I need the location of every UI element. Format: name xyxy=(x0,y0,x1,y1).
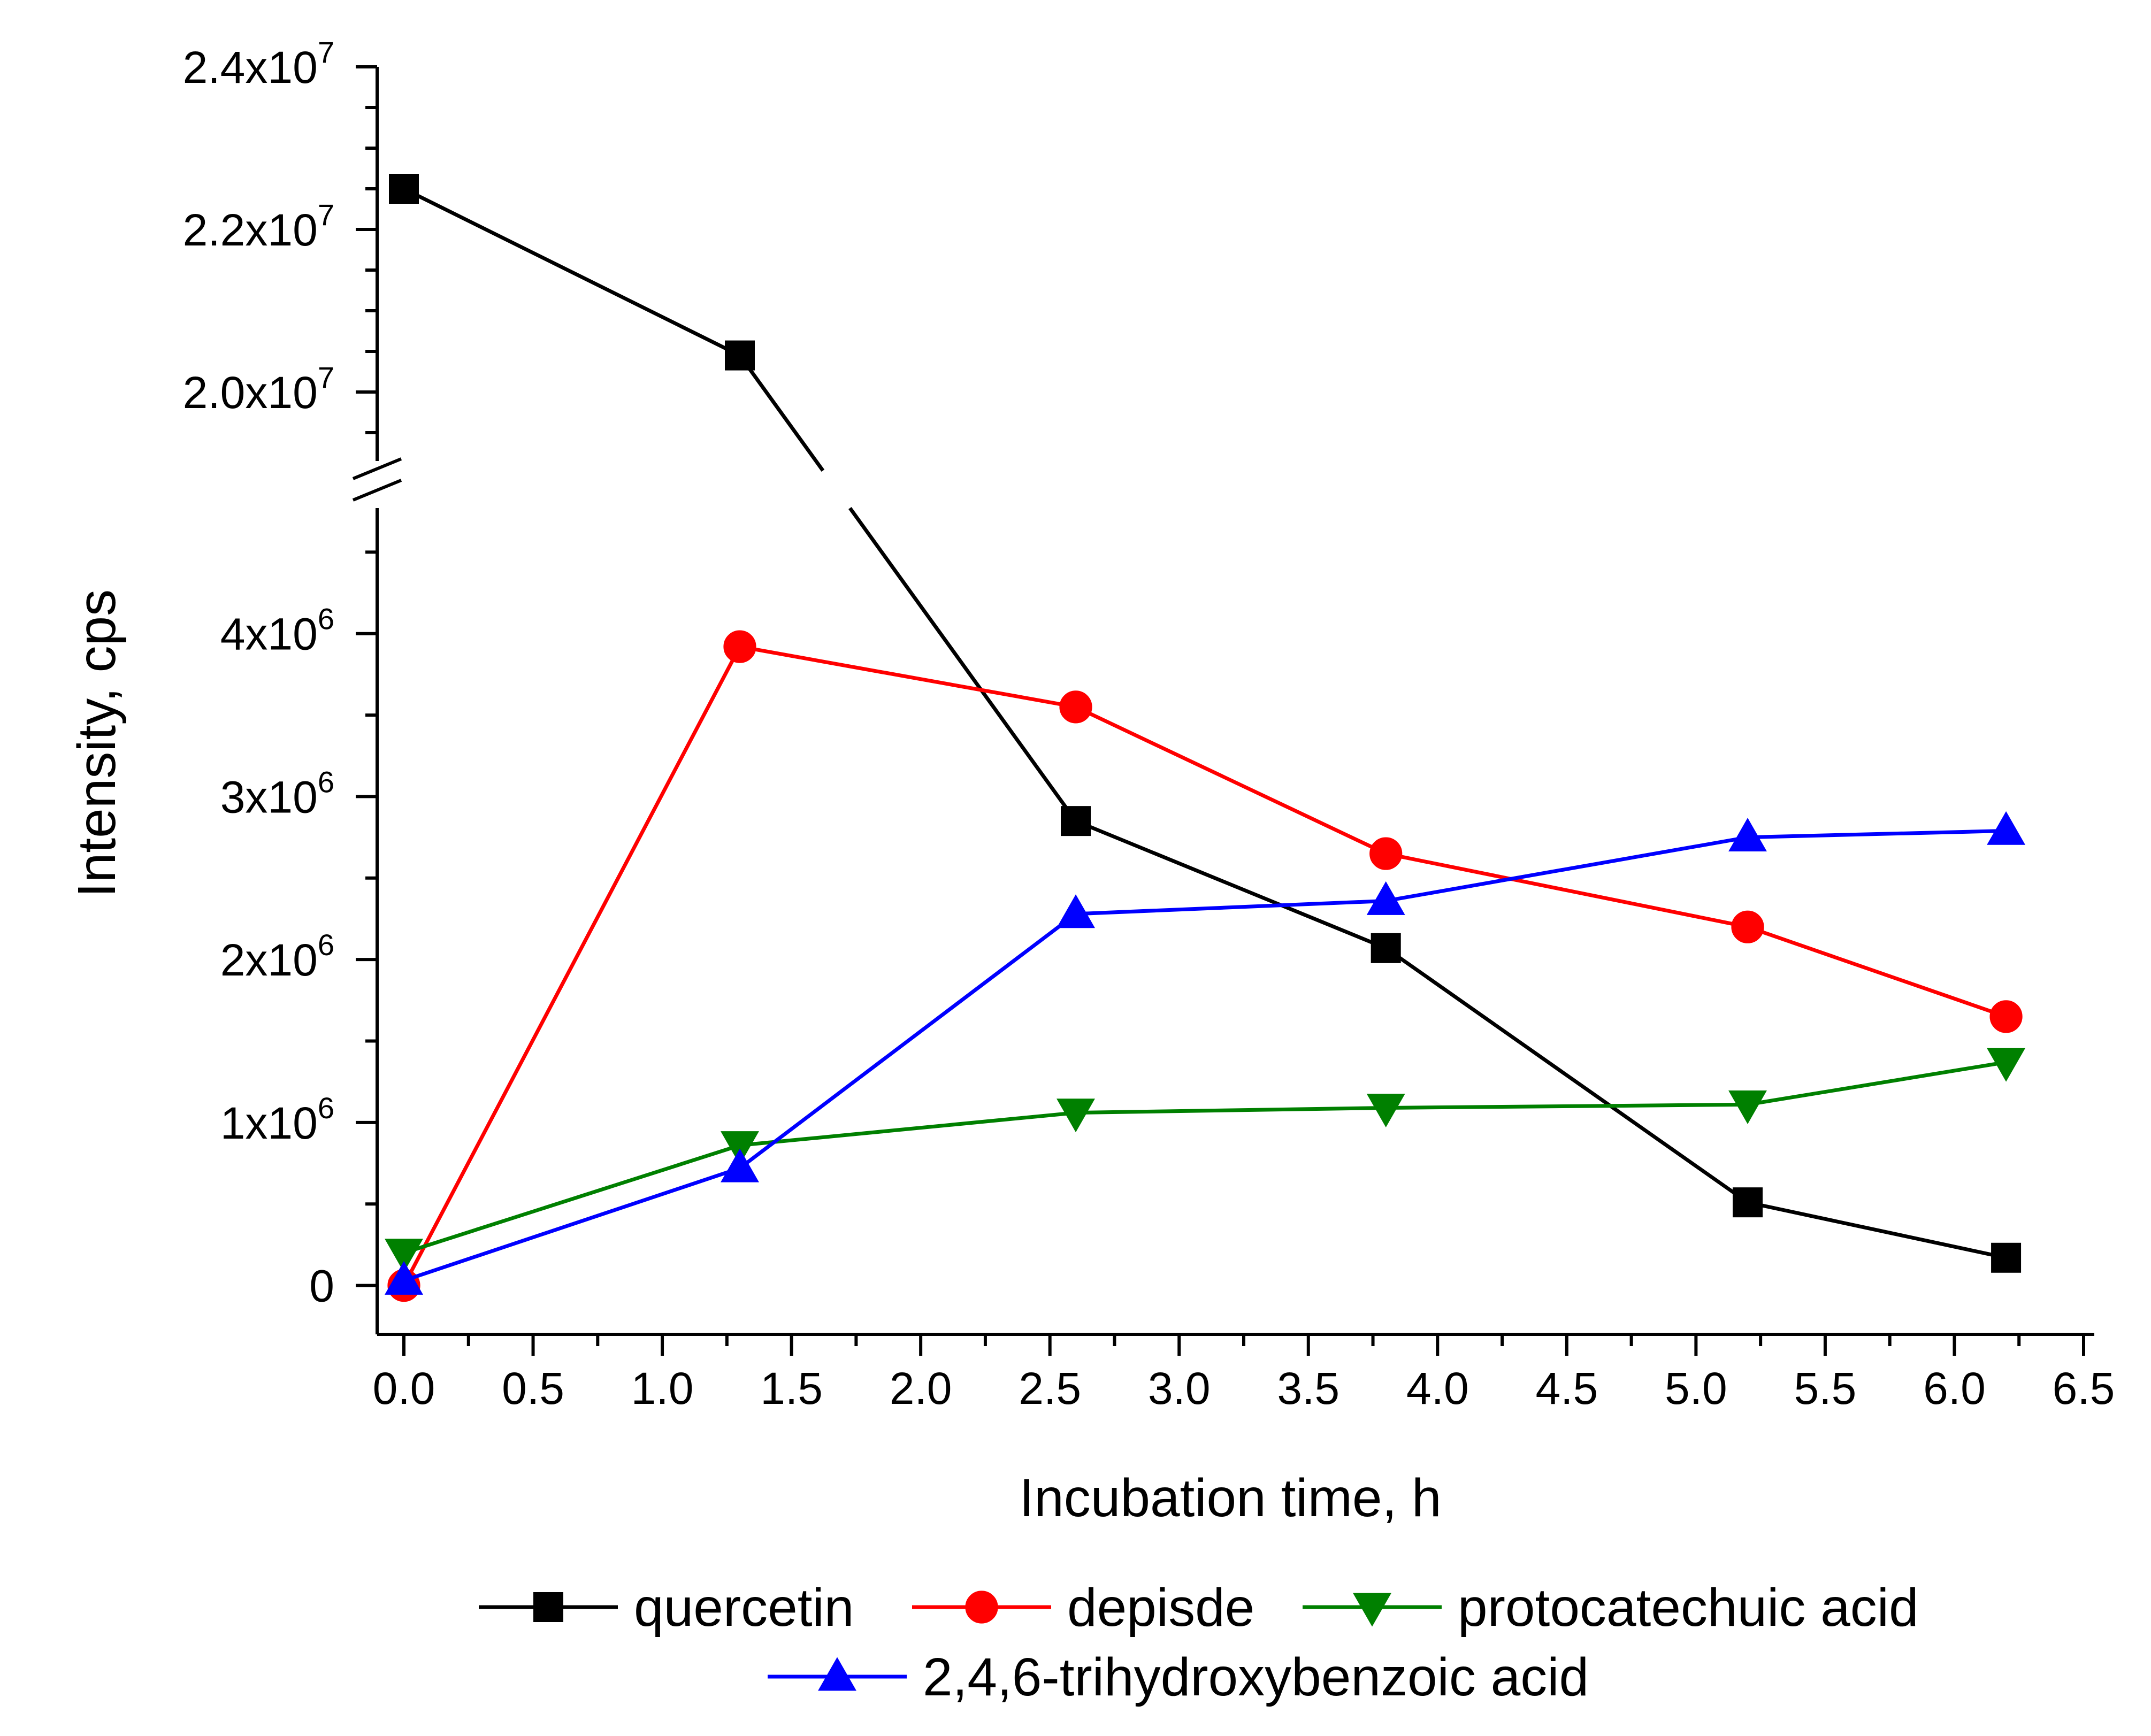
data-point xyxy=(1366,1094,1405,1127)
data-point xyxy=(385,1261,423,1295)
series-2-4-6-trihydroxybenzoic-acid xyxy=(385,811,2026,1295)
series-line-segment xyxy=(848,506,1077,823)
data-point xyxy=(1991,1242,2022,1273)
data-point xyxy=(1989,1000,2023,1033)
legend-marker xyxy=(1353,1593,1391,1627)
data-point xyxy=(1366,881,1405,915)
series-line-segment xyxy=(739,644,1076,709)
series-line-segment xyxy=(1075,898,1386,916)
data-point xyxy=(1057,894,1095,928)
data-point xyxy=(725,340,755,371)
series-protocatechuic-acid xyxy=(385,1048,2026,1273)
x-tick-label: 1.0 xyxy=(631,1363,694,1414)
series-depisde xyxy=(387,630,2023,1302)
legend-label: protocatechuic acid xyxy=(1458,1578,1919,1638)
series-line-segment xyxy=(739,1111,1076,1148)
y-tick-label: 2x106 xyxy=(220,928,334,985)
series-line-segment xyxy=(738,912,1077,1170)
x-tick-label: 5.0 xyxy=(1665,1363,1727,1414)
y-tick-label: 2.2x107 xyxy=(183,198,334,255)
series-line-segment xyxy=(1747,828,2007,840)
tick-labels: 0.0 0.5 1.0 1.5 2.0 2.5 3.0 3.5 4.0 4.5 5.0 5.5 6.0 6… xyxy=(183,35,2115,1414)
series-line-segment xyxy=(1385,851,1748,929)
y-tick-label: 2.4x107 xyxy=(183,35,334,93)
data-point xyxy=(1728,818,1767,851)
x-tick-label: 0.5 xyxy=(502,1363,564,1414)
axis-break-mark xyxy=(352,479,402,502)
legend: quercetin depisde protocatechuic acid 2,4,6… xyxy=(479,1578,1919,1707)
legend-entry: quercetin xyxy=(479,1578,854,1638)
data-point xyxy=(389,174,419,204)
y-tick-label: 1x106 xyxy=(220,1091,334,1148)
legend-label: 2,4,6-trihydroxybenzoic acid xyxy=(923,1647,1589,1707)
data-point xyxy=(1987,1048,2026,1082)
x-tick-label: 4.0 xyxy=(1406,1363,1469,1414)
x-tick-label: 1.5 xyxy=(760,1363,823,1414)
legend-label: depisde xyxy=(1067,1578,1254,1638)
x-tick-label: 6.5 xyxy=(2053,1363,2115,1414)
legend-marker xyxy=(818,1657,856,1691)
data-point xyxy=(1733,1187,1763,1218)
x-tick-label: 6.0 xyxy=(1923,1363,1986,1414)
x-tick-label: 0.0 xyxy=(373,1363,435,1414)
series-line-segment xyxy=(1747,1060,2007,1107)
data-point xyxy=(721,1131,759,1165)
series-line-segment xyxy=(1747,925,2007,1019)
series-quercetin xyxy=(389,174,2022,1273)
series-layer xyxy=(385,174,2026,1302)
data-point xyxy=(721,1148,759,1182)
data-point xyxy=(1731,910,1764,943)
y-tick-label: 3x106 xyxy=(220,765,334,822)
y-axis-title: Intensity, cps xyxy=(67,589,127,897)
data-point xyxy=(1987,811,2026,845)
y-tick-label: 4x106 xyxy=(220,602,334,659)
series-line-segment xyxy=(402,646,742,1287)
data-point xyxy=(723,630,756,663)
legend-entry: 2,4,6-trihydroxybenzoic acid xyxy=(768,1647,1589,1707)
series-line-segment xyxy=(1075,819,1387,950)
legend-marker xyxy=(533,1592,563,1622)
series-line-segment xyxy=(738,354,825,472)
series-line-segment xyxy=(403,187,741,357)
x-axis-title: Incubation time, h xyxy=(1019,1468,1441,1528)
x-tick-label: 2.5 xyxy=(1019,1363,1081,1414)
data-point xyxy=(1369,837,1403,870)
tick-marks xyxy=(356,65,2085,1356)
y-tick-label: 2.0x107 xyxy=(183,360,334,418)
x-tick-label: 2.0 xyxy=(890,1363,952,1414)
data-point xyxy=(1728,1090,1767,1124)
x-tick-label: 3.0 xyxy=(1148,1363,1211,1414)
axis-break-mark xyxy=(352,457,402,480)
data-point xyxy=(1371,933,1401,963)
data-point xyxy=(1061,806,1091,836)
series-line-segment xyxy=(403,1143,741,1255)
x-tick-label: 3.5 xyxy=(1277,1363,1339,1414)
series-line-segment xyxy=(1384,946,1749,1204)
y-tick-label: 0 xyxy=(309,1261,334,1311)
series-line-segment xyxy=(1075,705,1387,856)
series-line-segment xyxy=(1747,1200,2007,1260)
legend-entry: depisde xyxy=(912,1578,1254,1638)
data-point xyxy=(1059,690,1092,724)
series-line-segment xyxy=(1385,835,1748,903)
data-point xyxy=(1057,1099,1095,1133)
series-line-segment xyxy=(1075,1105,1386,1115)
legend-marker xyxy=(965,1591,998,1624)
series-line-segment xyxy=(1385,1102,1748,1110)
legend-label: quercetin xyxy=(634,1578,854,1638)
data-point xyxy=(385,1239,423,1273)
legend-entry: protocatechuic acid xyxy=(1303,1578,1919,1638)
series-line-segment xyxy=(403,1166,741,1282)
axes xyxy=(352,67,2094,1336)
x-tick-label: 4.5 xyxy=(1535,1363,1598,1414)
x-tick-label: 5.5 xyxy=(1794,1363,1857,1414)
